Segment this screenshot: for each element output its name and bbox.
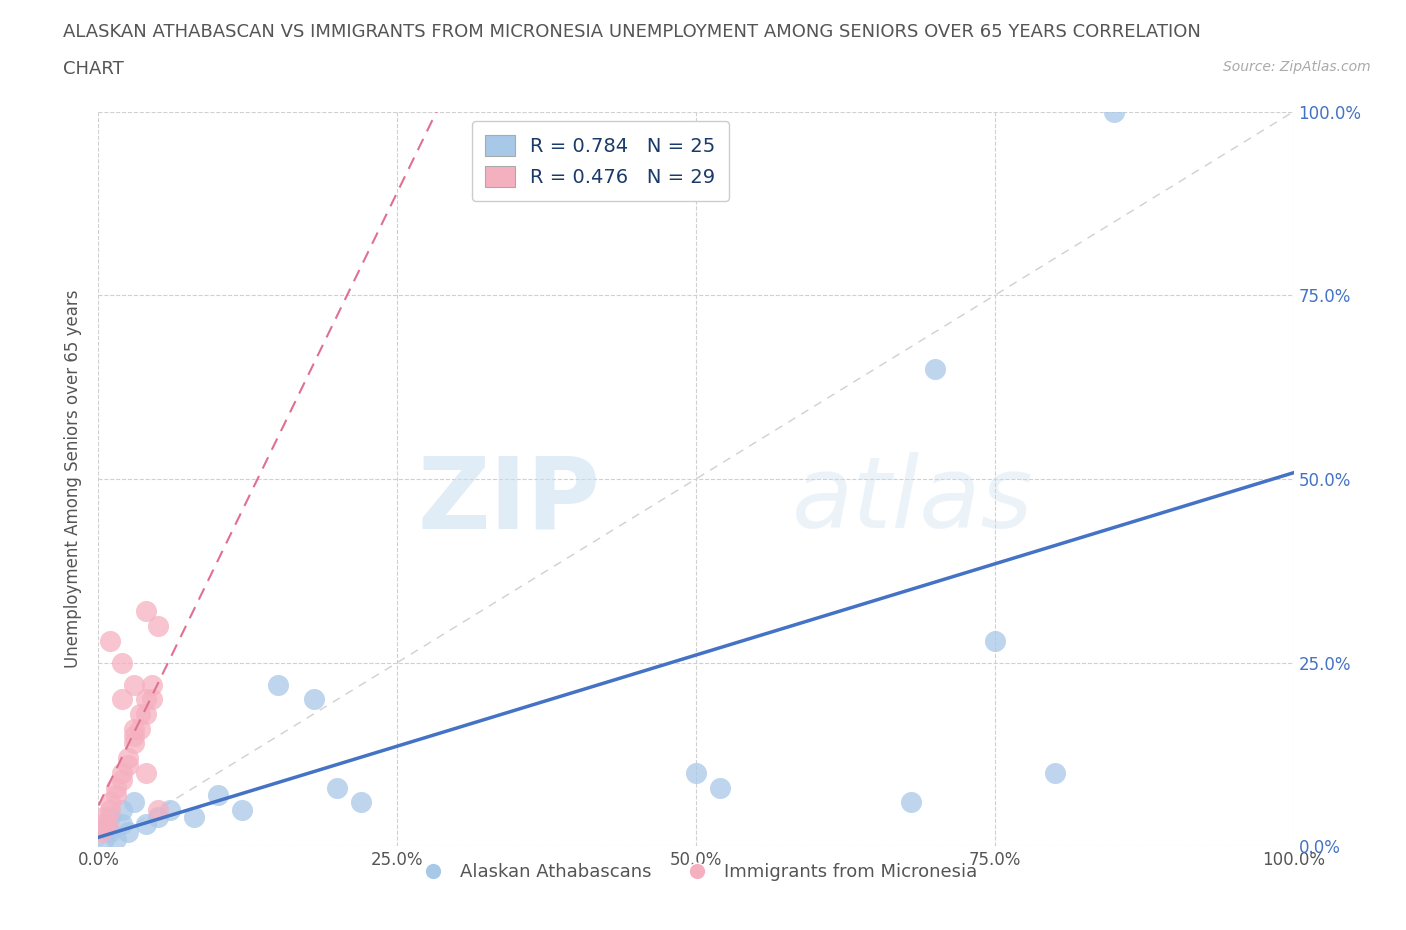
Point bbox=[148, 802, 170, 817]
Point bbox=[267, 677, 290, 692]
Point bbox=[93, 831, 115, 846]
Point bbox=[111, 765, 134, 780]
Point bbox=[231, 802, 253, 817]
Point bbox=[105, 831, 128, 846]
Text: ZIP: ZIP bbox=[418, 453, 600, 550]
Point bbox=[93, 817, 115, 831]
Text: CHART: CHART bbox=[63, 60, 124, 78]
Point bbox=[135, 765, 157, 780]
Point bbox=[141, 692, 163, 707]
Text: atlas: atlas bbox=[792, 453, 1033, 550]
Point bbox=[135, 692, 157, 707]
Point bbox=[111, 802, 134, 817]
Point bbox=[117, 758, 139, 773]
Point bbox=[148, 809, 170, 824]
Point bbox=[124, 736, 146, 751]
Point bbox=[98, 802, 122, 817]
Point bbox=[135, 817, 157, 831]
Text: ALASKAN ATHABASCAN VS IMMIGRANTS FROM MICRONESIA UNEMPLOYMENT AMONG SENIORS OVER: ALASKAN ATHABASCAN VS IMMIGRANTS FROM MI… bbox=[63, 23, 1201, 41]
Point bbox=[124, 677, 146, 692]
Point bbox=[93, 809, 115, 824]
Point bbox=[97, 817, 120, 831]
Point bbox=[207, 788, 229, 803]
Point bbox=[117, 824, 139, 839]
Point bbox=[685, 765, 707, 780]
Point bbox=[98, 809, 122, 824]
Point bbox=[924, 361, 946, 376]
Point bbox=[111, 692, 134, 707]
Point bbox=[111, 817, 134, 831]
Point bbox=[98, 795, 122, 810]
Point bbox=[302, 692, 325, 707]
Point bbox=[135, 604, 157, 618]
Point bbox=[141, 677, 163, 692]
Point bbox=[124, 729, 146, 744]
Point bbox=[111, 656, 134, 671]
Y-axis label: Unemployment Among Seniors over 65 years: Unemployment Among Seniors over 65 years bbox=[65, 290, 83, 668]
Point bbox=[148, 618, 170, 633]
Point bbox=[1104, 104, 1126, 119]
Text: Source: ZipAtlas.com: Source: ZipAtlas.com bbox=[1223, 60, 1371, 74]
Point bbox=[124, 795, 146, 810]
Legend: Alaskan Athabascans, Immigrants from Micronesia: Alaskan Athabascans, Immigrants from Mic… bbox=[408, 857, 984, 889]
Point bbox=[124, 722, 146, 737]
Point bbox=[709, 780, 731, 795]
Point bbox=[129, 707, 152, 722]
Point bbox=[350, 795, 373, 810]
Point bbox=[1043, 765, 1066, 780]
Point bbox=[135, 707, 157, 722]
Point bbox=[129, 722, 152, 737]
Point bbox=[90, 824, 112, 839]
Point bbox=[105, 788, 128, 803]
Point bbox=[117, 751, 139, 765]
Point bbox=[159, 802, 181, 817]
Point bbox=[105, 780, 128, 795]
Point bbox=[98, 824, 122, 839]
Point bbox=[900, 795, 922, 810]
Point bbox=[326, 780, 349, 795]
Point bbox=[984, 633, 1007, 648]
Point bbox=[98, 633, 122, 648]
Point bbox=[183, 809, 205, 824]
Point bbox=[111, 773, 134, 788]
